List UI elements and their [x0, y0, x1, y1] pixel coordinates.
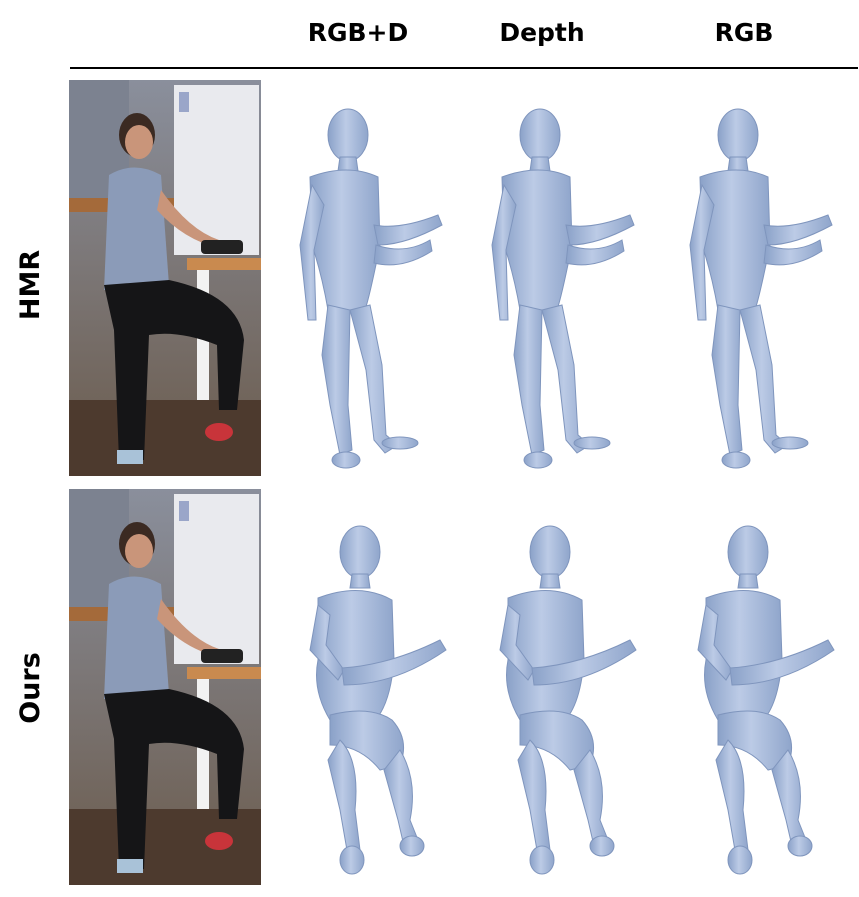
- input-photo-hmr: [69, 80, 261, 476]
- row-label-ours: Ours: [15, 652, 46, 724]
- input-photo-ours: [69, 489, 261, 885]
- ours-mesh-rgb: [688, 520, 858, 885]
- hmr-mesh-rgb: [680, 105, 850, 480]
- ours-mesh-depth: [490, 520, 660, 885]
- row-label-hmr: HMR: [15, 249, 46, 321]
- column-header-rgbd: RGB+D: [307, 18, 409, 47]
- hmr-mesh-depth: [482, 105, 652, 480]
- ours-mesh-rgbd: [300, 520, 470, 885]
- hmr-mesh-rgbd: [290, 105, 460, 480]
- column-header-depth: Depth: [499, 18, 585, 47]
- header-rule: [70, 67, 858, 69]
- column-header-rgb: RGB: [714, 18, 774, 47]
